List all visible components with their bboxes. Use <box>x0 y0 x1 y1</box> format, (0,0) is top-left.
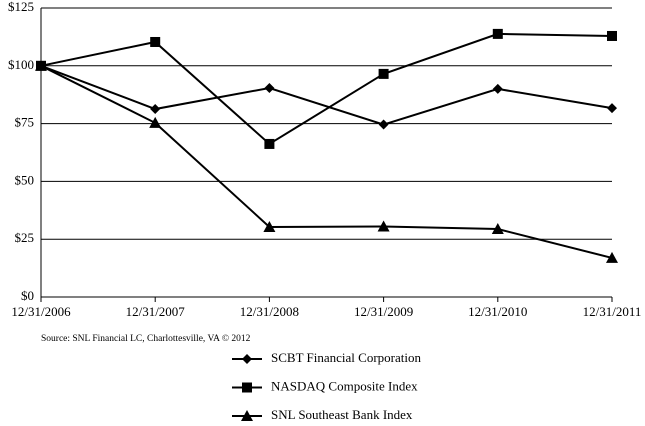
data-point <box>378 119 389 130</box>
x-tick-label: 12/31/2007 <box>126 304 186 319</box>
series-line <box>40 64 613 259</box>
legend-label: SCBT Financial Corporation <box>271 350 421 365</box>
legend-label: NASDAQ Composite Index <box>271 378 418 393</box>
data-point <box>607 103 617 114</box>
x-tick-label: 12/31/2009 <box>354 304 413 319</box>
data-point <box>607 30 617 41</box>
legend-label: SNL Southeast Bank Index <box>271 407 413 422</box>
y-tick-label: $100 <box>8 57 34 72</box>
x-tick-label: 12/31/2011 <box>583 304 642 319</box>
series-line <box>40 32 613 146</box>
data-point <box>35 59 47 71</box>
data-point <box>149 116 162 128</box>
data-point <box>150 104 161 115</box>
y-tick-label: $75 <box>15 115 35 130</box>
legend-marker <box>242 354 252 364</box>
y-tick-label: $50 <box>15 172 35 187</box>
data-point <box>606 251 618 263</box>
data-point <box>150 36 161 47</box>
legend-marker <box>241 410 253 421</box>
data-point <box>264 82 275 93</box>
x-tick-label: 12/31/2008 <box>240 304 299 319</box>
series-line <box>40 64 613 126</box>
data-point <box>377 220 390 232</box>
y-tick-label: $0 <box>21 288 34 303</box>
data-point <box>264 138 275 149</box>
data-point <box>491 223 504 235</box>
y-tick-label: $25 <box>15 230 35 245</box>
x-tick-label: 12/31/2010 <box>468 304 527 319</box>
legend-marker <box>242 382 252 393</box>
y-tick-label: $125 <box>8 0 34 14</box>
data-point <box>492 83 503 94</box>
data-point <box>263 220 276 232</box>
source-note: Source: SNL Financial LC, Charlottesvill… <box>41 333 251 344</box>
x-tick-label: 12/31/2006 <box>11 304 71 319</box>
data-point <box>378 68 389 79</box>
data-point <box>492 28 503 39</box>
